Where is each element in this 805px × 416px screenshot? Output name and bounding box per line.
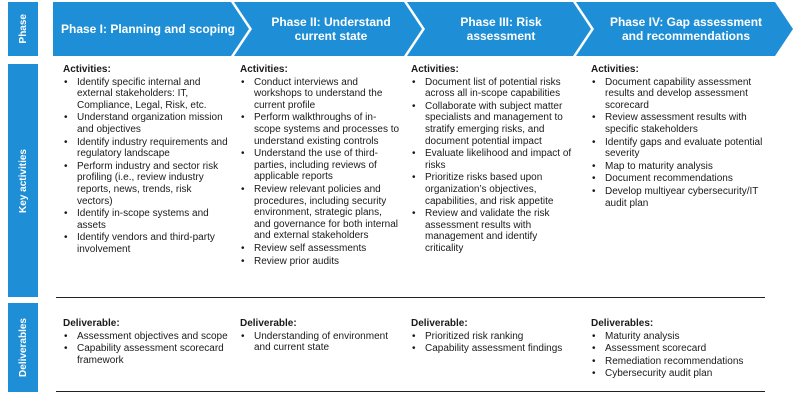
deliverables-list: Assessment objectives and scope Capabili… <box>63 331 228 367</box>
activity-item: Review prior audits <box>240 256 400 268</box>
activity-item: Understand the use of third-parties, inc… <box>240 148 400 183</box>
phase-4-activities: Activities: Document capability assessme… <box>591 64 766 210</box>
phase-4-title: Phase IV: Gap assessment and recommendat… <box>609 15 763 43</box>
phase-3-title: Phase III: Risk assessment <box>460 15 542 43</box>
activity-item: Review assessment results with specific … <box>591 112 766 135</box>
deliverable-item: Assessment scorecard <box>591 343 766 355</box>
deliverable-item: Capability assessment scorecard framewor… <box>63 343 228 366</box>
phase-1-chevron <box>53 2 249 56</box>
activity-item: Document list of potential risks across … <box>411 77 576 100</box>
activity-item: Identify industry requirements and regul… <box>63 137 228 160</box>
activities-heading: Activities: <box>63 64 111 75</box>
activity-item: Document capability assessment results a… <box>591 77 766 112</box>
deliverables-heading: Deliverables: <box>591 318 654 329</box>
deliverable-item: Understanding of environment and current… <box>240 331 400 354</box>
activity-item: Review self assessments <box>240 243 400 255</box>
activity-item: Identify gaps and evaluate potential sev… <box>591 137 766 160</box>
deliverable-item: Remediation recommendations <box>591 356 766 368</box>
phase-1-activities: Activities: Identify specific internal a… <box>63 64 228 257</box>
activity-item: Map to maturity analysis <box>591 161 766 173</box>
deliverable-item: Prioritized risk ranking <box>411 331 581 343</box>
activity-item: Prioritize risks based upon organization… <box>411 172 576 207</box>
phase-chevron-bar: Phase I: Planning and scoping Phase II: … <box>53 2 793 56</box>
activity-item: Understand organization mission and obje… <box>63 112 228 135</box>
deliverables-list: Prioritized risk ranking Capability asse… <box>411 331 581 355</box>
phase-4-chevron <box>576 2 793 56</box>
activity-item: Perform walkthroughs of in-scope systems… <box>240 112 400 147</box>
deliverable-item: Cybersecurity audit plan <box>591 368 766 380</box>
deliverables-list: Understanding of environment and current… <box>240 331 400 354</box>
section-divider <box>56 297 765 298</box>
phase-4-deliverables: Deliverables: Maturity analysis Assessme… <box>591 318 766 381</box>
phase-row-label-text: Phase <box>17 14 29 44</box>
deliverables-heading: Deliverable: <box>411 318 468 329</box>
activity-item: Perform industry and sector risk profili… <box>63 161 228 207</box>
activity-item: Document recommendations <box>591 173 766 185</box>
activity-item: Identify vendors and third-party involve… <box>63 232 228 255</box>
activity-item: Identify specific internal and external … <box>63 77 228 112</box>
phase-2-title: Phase II: Understand current state <box>271 15 391 43</box>
phase-2-chevron <box>234 2 422 56</box>
activity-item: Evaluate likelihood and impact of risks <box>411 148 576 171</box>
activity-item: Identify in-scope systems and assets <box>63 208 228 231</box>
deliverable-item: Assessment objectives and scope <box>63 331 228 343</box>
activities-list: Document capability assessment results a… <box>591 77 766 210</box>
bottom-divider <box>56 391 765 392</box>
activity-item: Collaborate with subject matter speciali… <box>411 101 576 147</box>
phase-1-title: Phase I: Planning and scoping <box>60 22 236 36</box>
phase-chevron-shapes <box>53 2 793 56</box>
activities-list: Identify specific internal and external … <box>63 77 228 256</box>
activities-heading: Activities: <box>591 64 639 75</box>
phase-3-deliverables: Deliverable: Prioritized risk ranking Ca… <box>411 318 581 356</box>
phase-3-activities: Activities: Document list of potential r… <box>411 64 576 256</box>
deliverable-item: Capability assessment findings <box>411 343 581 355</box>
activities-heading: Activities: <box>411 64 459 75</box>
phase-3-chevron <box>407 2 591 56</box>
deliverables-row-label-text: Deliverables <box>17 318 29 377</box>
activity-item: Review and validate the risk assessment … <box>411 208 576 254</box>
deliverable-item: Maturity analysis <box>591 331 766 343</box>
activities-list: Document list of potential risks across … <box>411 77 576 255</box>
phase-row-label: Phase <box>8 2 38 56</box>
phase-2-activities: Activities: Conduct interviews and works… <box>240 64 400 268</box>
deliverables-heading: Deliverable: <box>240 318 297 329</box>
phase-1-deliverables: Deliverable: Assessment objectives and s… <box>63 318 228 367</box>
activity-item: Conduct interviews and workshops to unde… <box>240 77 400 112</box>
phase-2-deliverables: Deliverable: Understanding of environmen… <box>240 318 400 355</box>
deliverables-heading: Deliverable: <box>63 318 120 329</box>
deliverables-list: Maturity analysis Assessment scorecard R… <box>591 331 766 380</box>
activities-heading: Activities: <box>240 64 288 75</box>
deliverables-row-label: Deliverables <box>8 303 38 392</box>
key-activities-row-label-text: Key activities <box>17 148 29 213</box>
activity-item: Review relevant policies and procedures,… <box>240 184 400 242</box>
activity-item: Develop multiyear cybersecurity/IT audit… <box>591 186 766 209</box>
activities-list: Conduct interviews and workshops to unde… <box>240 77 400 268</box>
key-activities-row-label: Key activities <box>8 64 38 297</box>
